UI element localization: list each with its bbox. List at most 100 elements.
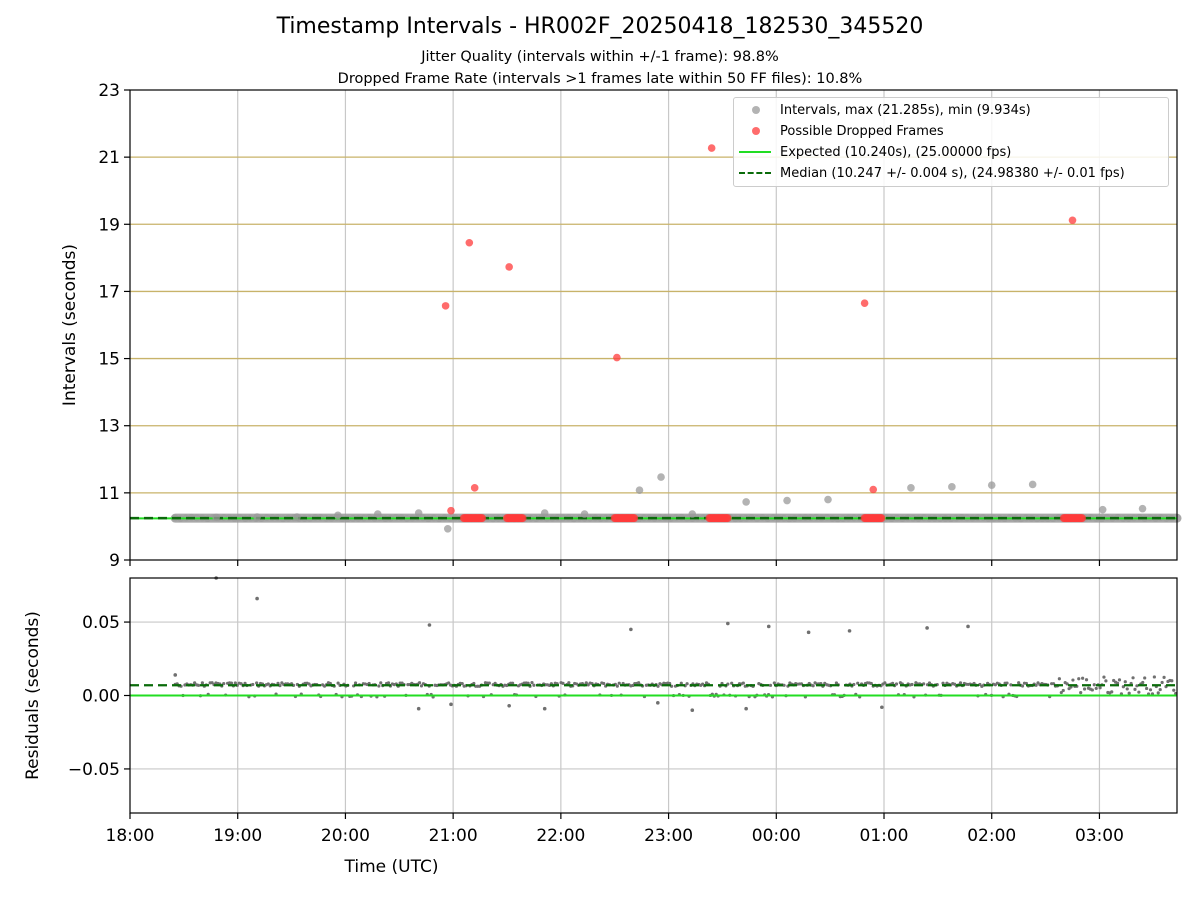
legend-item-intervals: Intervals, max (21.285s), min (9.934s)	[734, 100, 1031, 120]
residual-point	[243, 681, 247, 685]
top-y-tick-label: 9	[109, 551, 120, 571]
dropped-frame-point	[505, 263, 513, 271]
interval-point	[783, 496, 791, 505]
residual-point	[1110, 690, 1114, 694]
interval-point	[1138, 504, 1147, 513]
residual-point	[1123, 680, 1127, 684]
residual-outlier-point	[656, 701, 660, 705]
top-axes-frame	[129, 89, 1178, 561]
residual-point	[615, 684, 619, 688]
interval-point	[635, 486, 644, 494]
top-y-tick-label: 23	[98, 81, 120, 101]
residual-outlier-point	[629, 627, 633, 632]
legend-item-dropped: Possible Dropped Frames	[734, 121, 944, 141]
residual-point	[377, 684, 381, 688]
residual-point	[1143, 676, 1147, 680]
residual-point	[1172, 688, 1176, 692]
dropped-frame-point	[470, 484, 479, 492]
interval-point	[1028, 480, 1037, 489]
legend-label-intervals: Intervals, max (21.285s), min (9.934s)	[780, 102, 1031, 118]
x-tick-label: 00:00	[752, 826, 801, 846]
x-tick-label: 22:00	[536, 826, 585, 846]
residual-point	[1059, 690, 1063, 695]
top-y-tick-label: 13	[98, 417, 120, 437]
residual-point	[1034, 683, 1038, 687]
top-y-tick-label: 21	[98, 148, 120, 168]
bottom-y-tick-label: 0.00	[82, 687, 120, 707]
residual-outlier-point	[880, 705, 884, 710]
dropped-frame-point	[465, 238, 474, 247]
interval-point	[293, 513, 301, 521]
interval-point	[253, 513, 261, 521]
residual-point	[768, 683, 773, 687]
legend: Intervals, max (21.285s), min (9.934s) P…	[733, 97, 1169, 187]
residual-point	[1127, 691, 1131, 695]
interval-point	[907, 484, 915, 492]
residual-point	[617, 681, 621, 685]
residual-outlier-point	[726, 621, 730, 626]
residual-point	[656, 684, 660, 688]
residual-point	[584, 681, 588, 685]
x-axis-label: Time (UTC)	[344, 857, 439, 877]
chart-subtitle-jitter: Jitter Quality (intervals within +/-1 fr…	[421, 49, 779, 65]
residual-point	[1092, 683, 1096, 687]
residual-point	[852, 682, 856, 687]
residual-point	[379, 681, 383, 685]
residual-point	[811, 684, 815, 688]
top-panel	[124, 89, 1182, 566]
legend-marker-intervals	[734, 100, 780, 120]
legend-label-median: Median (10.247 +/- 0.004 s), (24.98380 +…	[780, 165, 1125, 181]
residual-point	[1145, 686, 1149, 691]
residual-point	[679, 681, 683, 685]
residual-outlier-point	[173, 673, 178, 677]
x-tick-label: 19:00	[213, 826, 262, 846]
residual-point	[229, 681, 234, 685]
interval-point	[742, 498, 750, 506]
residual-point	[1079, 691, 1083, 695]
interval-point	[657, 473, 665, 481]
top-y-axis-label: Intervals (seconds)	[60, 244, 80, 406]
residual-point	[1104, 679, 1108, 683]
residual-outlier-point	[542, 706, 547, 711]
bottom-y-axis-label: Residuals (seconds)	[23, 611, 43, 780]
dropped-frame-point	[478, 514, 487, 523]
residual-point	[193, 681, 197, 685]
legend-item-median: Median (10.247 +/- 0.004 s), (24.98380 +…	[734, 163, 1125, 183]
dropped-frame-point	[869, 485, 878, 494]
top-y-tick-label: 11	[98, 484, 120, 504]
legend-label-expected: Expected (10.240s), (25.00000 fps)	[780, 144, 1012, 160]
residual-point	[1061, 688, 1065, 693]
interval-point	[212, 513, 220, 522]
residual-point	[1131, 676, 1135, 680]
x-tick-label: 18:00	[106, 826, 155, 846]
residual-outlier-point	[690, 708, 695, 712]
residual-point	[1135, 684, 1139, 688]
dropped-frame-point	[613, 353, 621, 362]
residual-point	[1020, 684, 1025, 688]
residual-point	[958, 681, 963, 685]
residual-outlier-point	[255, 596, 259, 601]
dropped-frame-point	[441, 302, 450, 310]
residual-point	[1084, 678, 1089, 682]
interval-point	[414, 509, 423, 517]
legend-marker-expected	[734, 142, 780, 162]
residual-point	[511, 681, 515, 685]
legend-marker-median	[734, 163, 780, 183]
residual-point	[530, 681, 534, 685]
residual-point	[561, 681, 565, 685]
residual-point	[1102, 675, 1106, 679]
residual-point	[1160, 680, 1164, 685]
residual-outlier-point	[744, 706, 748, 711]
residual-point	[883, 681, 887, 685]
bottom-y-tick-label: 0.05	[82, 613, 120, 633]
residual-outlier-point	[806, 630, 811, 635]
residual-point	[910, 682, 914, 687]
residual-point	[685, 682, 689, 686]
dropped-frame-point	[860, 299, 869, 307]
residual-point	[1077, 677, 1081, 681]
top-y-tick-label: 19	[98, 215, 120, 235]
x-tick-label: 21:00	[429, 826, 478, 846]
interval-point	[1098, 505, 1107, 514]
interval-point	[688, 510, 697, 518]
